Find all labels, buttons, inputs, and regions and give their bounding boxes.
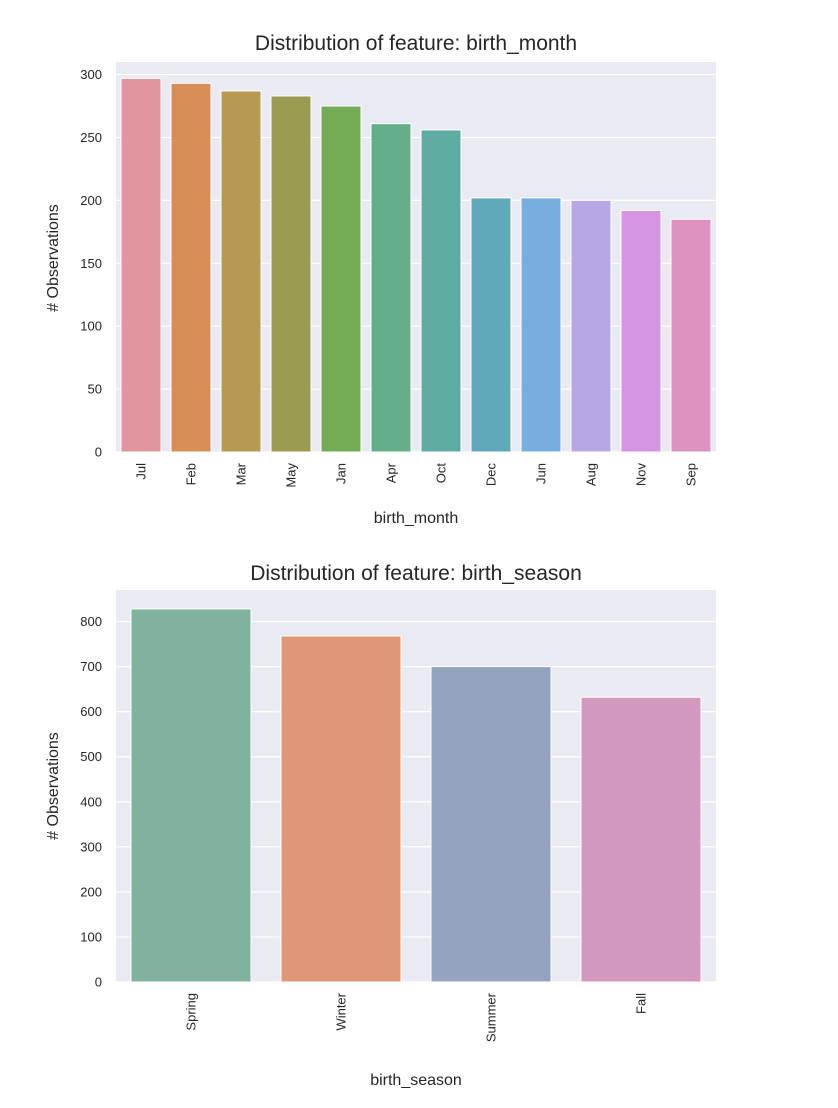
chart-2: 0 100 200 300 400 500 600 700 800 Spring Winter Su… bbox=[45, 562, 716, 1089]
chart-1-grid bbox=[116, 73, 716, 453]
chart-2-y-tick-label-0: 0 bbox=[95, 975, 102, 990]
chart-1-y-tick-label-6: 300 bbox=[80, 67, 102, 82]
chart-1: 0 50 100 150 200 250 300 Jul Feb Mar May Jan Apr Oct… bbox=[45, 32, 716, 527]
chart-2-bar-winter bbox=[280, 635, 402, 983]
chart-1-x-tick-label-jul: Jul bbox=[134, 463, 149, 480]
chart-2-y-tick-label-8: 800 bbox=[80, 614, 102, 629]
chart-2-y-tick-label-7: 700 bbox=[80, 659, 102, 674]
chart-1-x-tick-label-apr: Apr bbox=[384, 462, 399, 483]
chart-1-bar-may bbox=[270, 95, 312, 453]
chart-1-bar-dec bbox=[470, 197, 512, 453]
chart-1-bar-jan bbox=[320, 105, 362, 453]
chart-2-y-tick-label-2: 200 bbox=[80, 884, 102, 899]
chart-2-title: Distribution of feature: birth_season bbox=[250, 562, 582, 585]
chart-2-x-tick-label-spring: Spring bbox=[184, 993, 199, 1031]
chart-1-x-tick-label-feb: Feb bbox=[184, 463, 199, 485]
chart-1-y-tick-label-3: 150 bbox=[80, 256, 102, 271]
chart-1-x-tick-label-may: May bbox=[284, 463, 299, 488]
chart-1-plot-area bbox=[116, 62, 716, 452]
chart-1-x-tick-label-jan: Jan bbox=[334, 463, 349, 484]
chart-2-bar-spring bbox=[130, 608, 252, 983]
chart-1-y-tick-label-4: 200 bbox=[80, 193, 102, 208]
chart-2-x-tick-label-fall: Fall bbox=[634, 993, 649, 1014]
chart-1-x-tick-label-mar: Mar bbox=[234, 462, 249, 485]
chart-2-bars bbox=[130, 608, 702, 983]
chart-1-y-ticks: 0 50 100 150 200 250 300 bbox=[80, 67, 102, 459]
chart-2-x-axis-label: birth_season bbox=[370, 1072, 462, 1089]
chart-1-bar-jul bbox=[120, 77, 162, 453]
chart-1-x-tick-label-sep: Sep bbox=[684, 463, 699, 486]
chart-1-y-tick-label-2: 100 bbox=[80, 319, 102, 334]
chart-1-bar-mar bbox=[220, 90, 262, 453]
chart-1-x-ticks: Jul Feb Mar May Jan Apr Oct Dec Jun Aug Nov Sep bbox=[134, 462, 699, 487]
chart-1-x-tick-label-dec: Dec bbox=[484, 463, 499, 487]
chart-1-y-tick-label-5: 250 bbox=[80, 130, 102, 145]
chart-2-x-ticks: Spring Winter Summer Fall bbox=[184, 992, 649, 1042]
chart-2-y-ticks: 0 100 200 300 400 500 600 700 800 bbox=[80, 614, 102, 989]
chart-1-bar-apr bbox=[370, 123, 412, 453]
chart-1-bars bbox=[120, 77, 712, 453]
chart-2-y-tick-label-1: 100 bbox=[80, 929, 102, 944]
chart-2-y-tick-label-3: 300 bbox=[80, 839, 102, 854]
chart-2-bar-fall bbox=[580, 696, 702, 983]
chart-1-x-axis-label: birth_month bbox=[374, 510, 459, 527]
chart-1-bar-aug bbox=[570, 199, 612, 453]
chart-1-bar-nov bbox=[620, 209, 662, 453]
chart-1-y-tick-label-1: 50 bbox=[88, 382, 102, 397]
chart-1-x-tick-label-aug: Aug bbox=[584, 463, 599, 486]
chart-2-bar-summer bbox=[430, 666, 552, 983]
chart-1-bar-feb bbox=[170, 82, 212, 453]
chart-2-x-tick-label-winter: Winter bbox=[334, 992, 349, 1030]
chart-1-bar-oct bbox=[420, 129, 462, 453]
chart-1-y-tick-label-0: 0 bbox=[95, 445, 102, 460]
chart-2-y-axis-label: # Observations bbox=[45, 732, 62, 840]
chart-2-y-tick-label-4: 400 bbox=[80, 794, 102, 809]
chart-1-x-tick-label-oct: Oct bbox=[434, 463, 449, 484]
chart-1-x-tick-label-jun: Jun bbox=[534, 463, 549, 484]
chart-1-x-tick-label-nov: Nov bbox=[634, 463, 649, 487]
chart-1-title: Distribution of feature: birth_month bbox=[255, 32, 577, 55]
chart-2-x-tick-label-summer: Summer bbox=[484, 992, 499, 1042]
chart-1-y-axis-label: # Observations bbox=[45, 204, 62, 312]
chart-2-y-tick-label-6: 600 bbox=[80, 704, 102, 719]
chart-1-bar-jun bbox=[520, 197, 562, 453]
chart-1-bar-sep bbox=[670, 218, 712, 453]
chart-2-y-tick-label-5: 500 bbox=[80, 749, 102, 764]
